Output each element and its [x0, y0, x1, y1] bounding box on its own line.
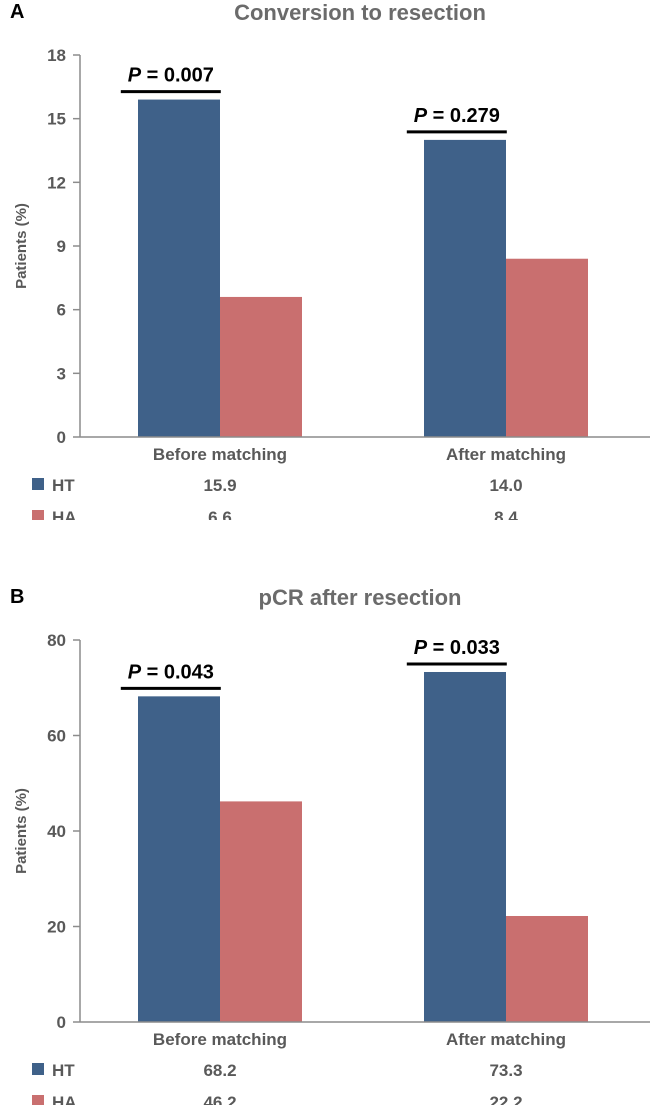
data-table-value: 8.4	[494, 508, 518, 520]
chart-title: Conversion to resection	[234, 0, 486, 25]
bar-ha-before	[220, 296, 302, 437]
data-table-value: 6.6	[208, 508, 232, 520]
y-tick-label: 6	[57, 301, 66, 320]
p-value-label: P = 0.279	[414, 105, 500, 127]
data-table-value: 46.2	[203, 1093, 236, 1105]
p-value-italic: P	[414, 105, 428, 127]
legend-swatch-ht	[32, 478, 44, 490]
legend-label-ha: HA	[52, 508, 77, 520]
y-tick-label: 9	[57, 237, 66, 256]
chart-title: pCR after resection	[259, 585, 462, 610]
data-table-value: 68.2	[203, 1061, 236, 1080]
legend-label-ht: HT	[52, 476, 75, 495]
bar-ha-after	[506, 258, 588, 437]
panel-letter: A	[10, 1, 24, 23]
legend-swatch-ha	[32, 1095, 44, 1105]
bar-ha-before	[220, 801, 302, 1022]
y-axis-label: Patients (%)	[13, 788, 30, 874]
bar-ht-before	[138, 99, 220, 438]
p-value-text: = 0.279	[427, 105, 500, 127]
p-value-italic: P	[414, 637, 428, 659]
y-tick-label: 0	[57, 428, 66, 447]
y-tick-label: 40	[47, 822, 66, 841]
legend-swatch-ha	[32, 510, 44, 520]
data-table-value: 14.0	[489, 476, 522, 495]
legend-label-ht: HT	[52, 1061, 75, 1080]
y-axis-label: Patients (%)	[13, 203, 30, 289]
legend-swatch-ht	[32, 1063, 44, 1075]
p-value-italic: P	[128, 65, 142, 87]
category-label: After matching	[446, 445, 566, 464]
p-value-text: = 0.033	[427, 637, 500, 659]
y-tick-label: 60	[47, 727, 66, 746]
data-table-value: 73.3	[489, 1061, 522, 1080]
y-tick-label: 18	[47, 46, 66, 65]
bar-ht-after	[424, 139, 506, 437]
y-tick-label: 80	[47, 631, 66, 650]
y-tick-label: 12	[47, 173, 66, 192]
y-tick-label: 20	[47, 918, 66, 937]
p-value-text: = 0.007	[141, 65, 214, 87]
y-tick-label: 3	[57, 364, 66, 383]
bar-ha-after	[506, 915, 588, 1022]
bar-ht-after	[424, 671, 506, 1022]
y-tick-label: 0	[57, 1013, 66, 1032]
y-tick-label: 15	[47, 110, 66, 129]
category-label: Before matching	[153, 1030, 287, 1049]
p-value-label: P = 0.043	[128, 661, 214, 683]
p-value-italic: P	[128, 661, 142, 683]
p-value-label: P = 0.007	[128, 65, 214, 87]
chart-panel-a: A Conversion to resection 0 3 6 9 12 15 18 Patien…	[10, 0, 650, 520]
p-value-text: = 0.043	[141, 661, 214, 683]
panel-letter: B	[10, 586, 24, 608]
legend-label-ha: HA	[52, 1093, 77, 1105]
category-label: Before matching	[153, 445, 287, 464]
bar-ht-before	[138, 696, 220, 1022]
category-label: After matching	[446, 1030, 566, 1049]
data-table-value: 15.9	[203, 476, 236, 495]
data-table-value: 22.2	[489, 1093, 522, 1105]
p-value-label: P = 0.033	[414, 637, 500, 659]
